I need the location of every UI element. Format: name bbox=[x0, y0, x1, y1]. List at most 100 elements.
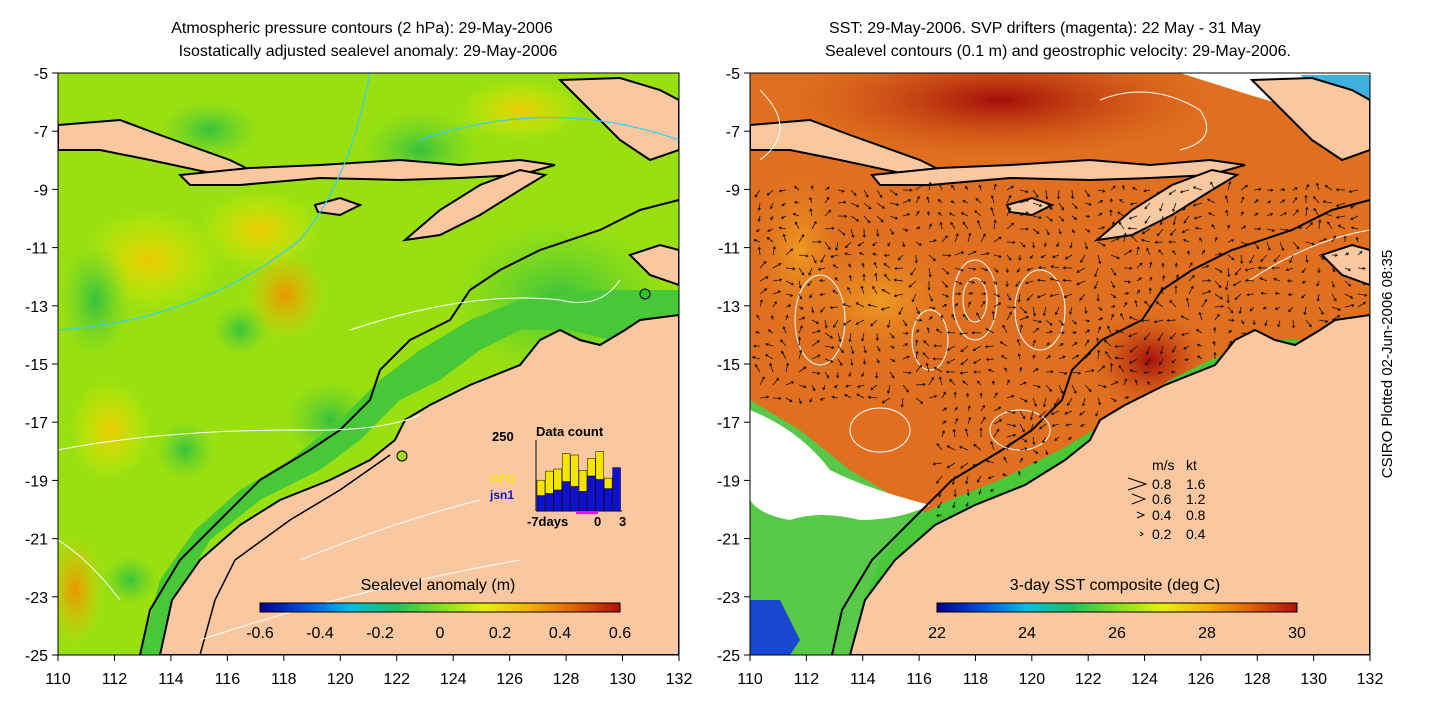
legend-header-ms: m/s bbox=[1152, 457, 1175, 473]
velocity-arrow bbox=[893, 278, 904, 282]
velocity-arrow bbox=[941, 267, 950, 275]
velocity-arrow bbox=[966, 488, 970, 497]
velocity-arrow bbox=[1188, 262, 1193, 269]
left-x-tick-label: 128 bbox=[553, 671, 580, 688]
velocity-arrow bbox=[759, 299, 763, 308]
left-y-tick-label: -19 bbox=[25, 473, 48, 490]
velocity-arrow bbox=[962, 200, 969, 204]
velocity-arrow bbox=[973, 358, 982, 364]
velocity-arrow bbox=[1019, 211, 1029, 217]
velocity-arrow bbox=[898, 306, 904, 316]
velocity-arrow bbox=[1019, 324, 1023, 334]
velocity-arrow bbox=[1240, 196, 1245, 204]
velocity-arrow bbox=[863, 345, 867, 354]
sst-map bbox=[750, 73, 1370, 655]
velocity-arrow bbox=[819, 292, 826, 297]
velocity-arrow bbox=[1318, 238, 1328, 243]
velocity-arrow bbox=[1227, 318, 1235, 322]
velocity-arrow bbox=[1006, 206, 1012, 217]
inset-bar-jsn1 bbox=[587, 475, 596, 512]
velocity-arrow bbox=[940, 314, 944, 321]
velocity-arrow bbox=[1084, 339, 1090, 347]
right-x-tick-label: 112 bbox=[794, 671, 820, 688]
velocity-arrow bbox=[1117, 211, 1125, 217]
northern-island-right bbox=[1249, 76, 1370, 162]
velocity-legend: m/s kt 0.8 1.6 0.6 1.2 0.4 0.8 0.2 0.4 bbox=[1127, 457, 1206, 542]
velocity-arrow bbox=[1292, 196, 1298, 204]
timor-island bbox=[401, 168, 548, 242]
velocity-arrow bbox=[1049, 277, 1060, 282]
velocity-arrow bbox=[1110, 221, 1115, 230]
velocity-arrow bbox=[1006, 305, 1017, 310]
velocity-arrow bbox=[915, 241, 922, 246]
velocity-arrow bbox=[951, 475, 956, 486]
velocity-arrow bbox=[902, 319, 908, 327]
velocity-arrow bbox=[889, 189, 898, 196]
velocity-arrow bbox=[915, 397, 924, 404]
velocity-arrow bbox=[984, 344, 995, 349]
velocity-arrow bbox=[1032, 215, 1043, 220]
velocity-arrow bbox=[1305, 183, 1310, 191]
velocity-arrow bbox=[1350, 226, 1359, 230]
velocity-arrow bbox=[1006, 185, 1014, 191]
velocity-arrow bbox=[1303, 306, 1307, 316]
velocity-arrow bbox=[993, 392, 998, 399]
velocity-arrow bbox=[811, 254, 817, 264]
velocity-arrow bbox=[926, 196, 930, 204]
velocity-arrow bbox=[928, 316, 933, 321]
velocity-arrow bbox=[757, 215, 761, 223]
right-x-tick-label: 122 bbox=[1075, 671, 1102, 688]
velocity-arrow bbox=[1357, 293, 1368, 297]
velocity-arrow bbox=[965, 501, 969, 508]
velocity-arrow bbox=[1020, 227, 1029, 231]
velocity-arrow bbox=[793, 186, 800, 191]
velocity-arrow bbox=[876, 215, 884, 223]
velocity-arrow bbox=[1071, 354, 1080, 360]
velocity-arrow bbox=[939, 221, 943, 230]
sla-high-blob bbox=[200, 190, 320, 270]
legend-arrow-0p6 bbox=[1131, 493, 1147, 505]
velocity-arrow bbox=[1264, 319, 1268, 327]
velocity-arrow bbox=[1032, 327, 1040, 334]
velocity-arrow bbox=[993, 236, 1002, 243]
velocity-arrow bbox=[1262, 306, 1268, 310]
inset-title: Data count bbox=[536, 424, 604, 439]
velocity-arrow bbox=[902, 241, 906, 248]
velocity-arrow bbox=[1337, 224, 1346, 230]
velocity-arrow bbox=[1196, 343, 1203, 347]
velocity-arrow bbox=[1032, 202, 1043, 207]
velocity-arrow bbox=[1136, 289, 1141, 295]
velocity-arrow bbox=[754, 189, 761, 198]
velocity-arrow bbox=[822, 384, 826, 391]
velocity-arrow bbox=[928, 239, 937, 243]
velocity-arrow bbox=[1032, 384, 1041, 389]
velocity-arrow bbox=[1105, 351, 1112, 360]
velocity-arrow bbox=[772, 278, 783, 282]
velocity-arrow bbox=[798, 316, 806, 321]
velocity-arrow bbox=[954, 280, 963, 285]
colorbar-tick-label: -0.4 bbox=[306, 625, 334, 642]
velocity-arrow bbox=[1213, 351, 1217, 359]
legend-jsn1: jsn1 bbox=[489, 488, 514, 502]
velocity-arrow bbox=[1257, 266, 1268, 270]
velocity-arrow bbox=[856, 384, 865, 388]
velocity-arrow bbox=[1110, 267, 1117, 276]
velocity-arrow bbox=[870, 319, 878, 327]
velocity-arrow bbox=[993, 280, 998, 285]
velocity-arrow bbox=[1110, 305, 1116, 309]
velocity-arrow bbox=[1249, 254, 1255, 264]
velocity-arrow bbox=[811, 354, 821, 360]
velocity-arrow bbox=[861, 262, 865, 269]
velocity-arrow bbox=[1068, 436, 1073, 440]
legend-row-ms: 0.6 bbox=[1152, 491, 1172, 507]
velocity-arrow bbox=[1076, 267, 1086, 273]
velocity-arrow bbox=[980, 267, 989, 272]
velocity-arrow bbox=[1120, 313, 1125, 321]
left-x-axis: 110 112 114 116 118 120 122 124 126 128 130 132 bbox=[45, 655, 692, 688]
sla-low-blob bbox=[212, 304, 268, 356]
velocity-arrow bbox=[759, 395, 770, 399]
velocity-arrow bbox=[844, 394, 852, 399]
velocity-arrow bbox=[1097, 200, 1104, 204]
colorbar-tick-label: -0.2 bbox=[366, 625, 394, 642]
velocity-arrow bbox=[1097, 241, 1106, 247]
